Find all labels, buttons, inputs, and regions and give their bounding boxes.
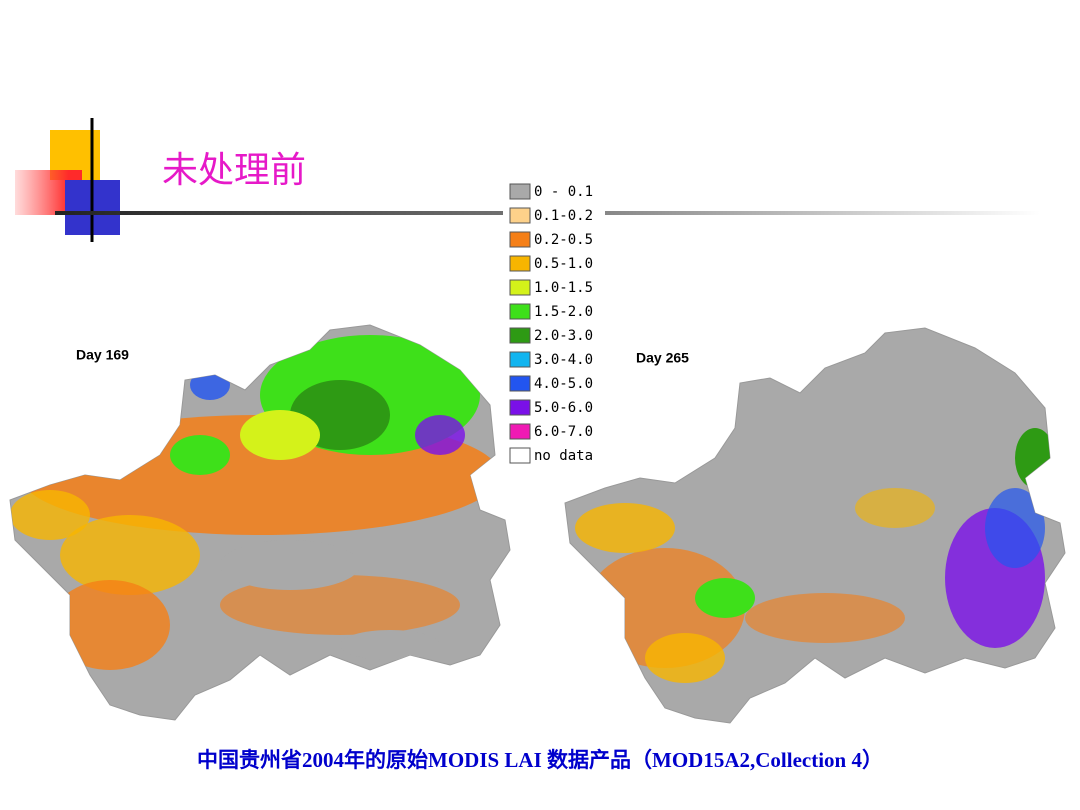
lai-patch <box>10 490 90 540</box>
lai-patch <box>60 515 200 595</box>
legend-label: 0.1-0.2 <box>534 208 593 224</box>
legend-label: 1.0-1.5 <box>534 280 593 296</box>
map-label: Day 169 <box>76 347 129 363</box>
legend-swatch <box>509 351 531 368</box>
map-label: Day 265 <box>636 350 689 366</box>
lai-patch <box>695 578 755 618</box>
legend-swatch <box>509 207 531 224</box>
lai-patch <box>170 435 230 475</box>
legend-swatch <box>509 447 531 464</box>
legend-swatch <box>509 231 531 248</box>
legend-label: 6.0-7.0 <box>534 424 593 440</box>
legend-swatch <box>509 279 531 296</box>
legend-bg <box>503 180 605 470</box>
map-day265 <box>564 327 1066 724</box>
legend-label: no data <box>534 448 593 464</box>
caption: 中国贵州省2004年的原始MODIS LAI 数据产品（MOD15A2,Coll… <box>197 748 883 772</box>
lai-patch <box>220 575 460 635</box>
lai-patch <box>220 540 360 590</box>
legend-swatch <box>509 375 531 392</box>
legend-swatch <box>509 255 531 272</box>
lai-patch <box>855 488 935 528</box>
map-day169 <box>9 324 511 721</box>
legend-swatch <box>509 399 531 416</box>
legend-swatch <box>509 327 531 344</box>
lai-patch <box>1015 428 1055 488</box>
legend-label: 0.5-1.0 <box>534 256 593 272</box>
legend-label: 0.2-0.5 <box>534 232 593 248</box>
slide-title: 未处理前 <box>162 150 306 191</box>
lai-patch <box>190 370 230 400</box>
lai-patch <box>985 488 1045 568</box>
legend-label: 1.5-2.0 <box>534 304 593 320</box>
lai-patch <box>415 415 465 455</box>
legend-label: 3.0-4.0 <box>534 352 593 368</box>
lai-patch <box>645 633 725 683</box>
legend-label: 2.0-3.0 <box>534 328 593 344</box>
lai-patch <box>340 630 440 660</box>
legend-label: 0 - 0.1 <box>534 184 593 200</box>
legend-swatch <box>509 303 531 320</box>
legend: 0 - 0.1 0.1-0.2 0.2-0.5 0.5-1.0 1.0-1.5 1.5-2… <box>509 183 593 464</box>
lai-patch <box>240 410 320 460</box>
lai-patch <box>745 593 905 643</box>
lai-patch <box>50 580 170 670</box>
legend-label: 5.0-6.0 <box>534 400 593 416</box>
lai-patch <box>575 503 675 553</box>
legend-label: 4.0-5.0 <box>534 376 593 392</box>
legend-swatch <box>509 183 531 200</box>
legend-swatch <box>509 423 531 440</box>
